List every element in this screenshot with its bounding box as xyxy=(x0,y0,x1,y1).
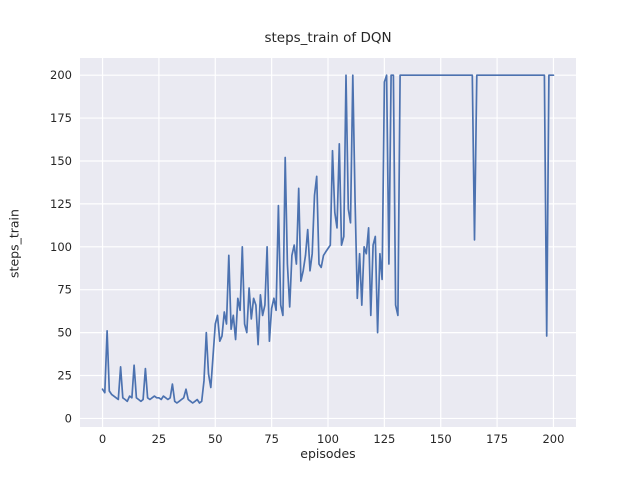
x-tick-label: 0 xyxy=(99,432,106,446)
x-tick-label: 150 xyxy=(430,432,452,446)
x-tick-label: 175 xyxy=(486,432,508,446)
x-tick-label: 125 xyxy=(373,432,395,446)
x-tick-label: 25 xyxy=(152,432,167,446)
x-axis-label: episodes xyxy=(300,446,356,461)
y-tick-label: 200 xyxy=(50,68,72,82)
x-tick-label: 75 xyxy=(264,432,279,446)
x-tick-label: 200 xyxy=(542,432,564,446)
x-tick-label: 50 xyxy=(208,432,223,446)
series-line-steps-train xyxy=(101,74,555,404)
y-tick-label: 150 xyxy=(50,154,72,168)
y-tick-label: 175 xyxy=(50,111,72,125)
y-axis-label: steps_train xyxy=(6,209,22,278)
y-tick-label: 50 xyxy=(57,326,72,340)
y-tick-label: 0 xyxy=(65,411,72,425)
y-tick-label: 125 xyxy=(50,197,72,211)
y-tick-label: 75 xyxy=(57,283,72,297)
chart-title: steps_train of DQN xyxy=(264,30,392,46)
x-tick-label: 100 xyxy=(317,432,339,446)
y-tick-label: 100 xyxy=(50,240,72,254)
y-tick-label: 25 xyxy=(57,369,72,383)
